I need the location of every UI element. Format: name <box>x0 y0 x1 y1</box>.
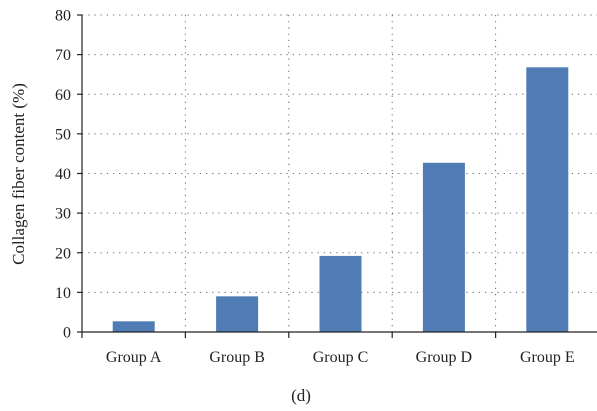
y-tick-labels: 0 10 20 30 40 50 60 70 80 <box>55 8 71 342</box>
x-tick-label: Group C <box>313 349 369 366</box>
axes <box>77 14 597 338</box>
y-tick-label: 50 <box>55 126 71 143</box>
y-tick-label: 60 <box>55 87 71 104</box>
x-tick-label: Group A <box>106 349 162 366</box>
y-tick-label: 0 <box>63 325 71 342</box>
x-tick-label: Group D <box>416 349 472 366</box>
bar <box>112 321 155 332</box>
y-tick-label: 10 <box>55 285 71 302</box>
y-tick-label: 80 <box>55 8 71 25</box>
bar <box>422 162 465 332</box>
x-tick-label: Group B <box>209 349 265 366</box>
y-tick-label: 70 <box>55 47 71 64</box>
bar <box>319 255 362 332</box>
bar <box>216 296 259 332</box>
y-tick-label: 20 <box>55 245 71 262</box>
y-tick-label: 30 <box>55 206 71 223</box>
y-axis-title: Collagen fiber content (%) <box>9 83 28 265</box>
x-tick-label: Group E <box>520 349 575 366</box>
bar <box>526 67 569 333</box>
x-tick-labels: Group A Group B Group C Group D Group E <box>106 349 575 366</box>
y-tick-label: 40 <box>55 166 71 183</box>
bars <box>112 67 569 333</box>
figure-caption: (d) <box>291 386 311 405</box>
